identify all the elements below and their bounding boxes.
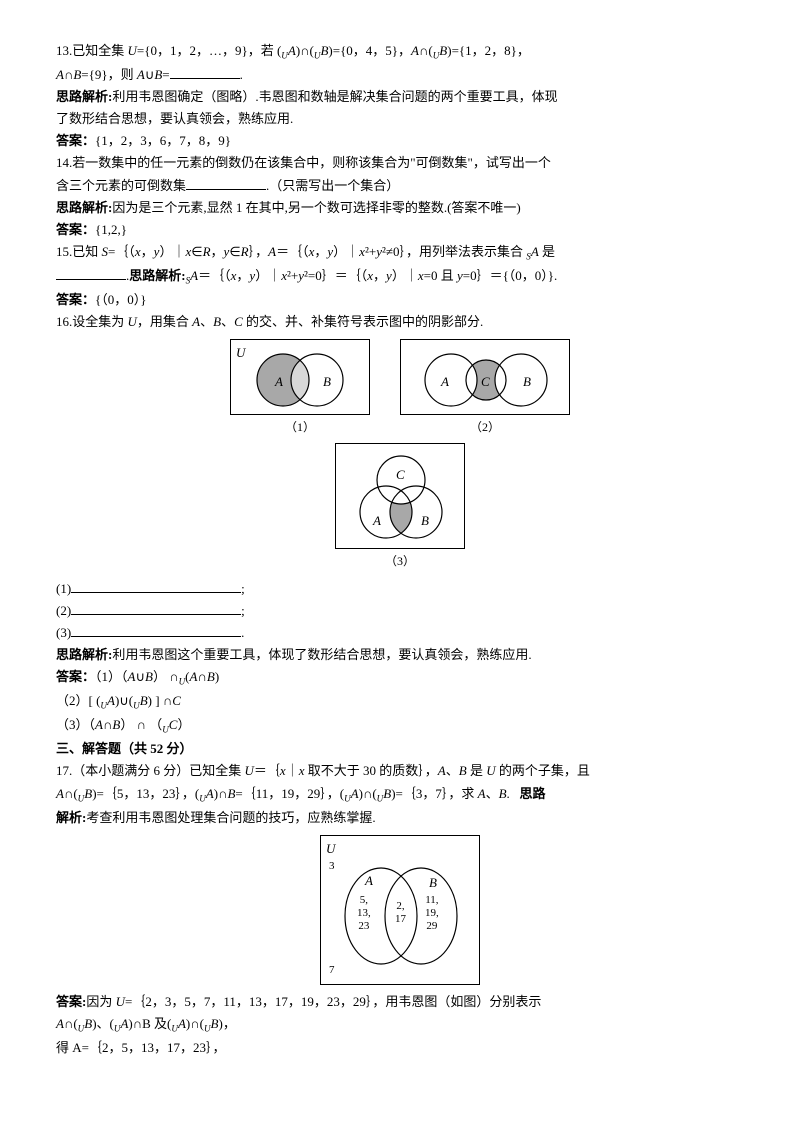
blank — [170, 66, 240, 79]
q15-line2: .思路解析:SA＝｛（x，y）｜x²+y²=0｝＝｛（x，y）｜x=0 且 y=… — [56, 265, 744, 289]
section-3-heading: 三、解答题（共 52 分） — [56, 738, 744, 760]
a-label: A — [373, 510, 381, 532]
left-nums: 5, 13, 23 — [357, 894, 371, 934]
b-label: B — [421, 510, 429, 532]
caption-2: （2） — [470, 417, 500, 437]
t: )={0，4，5}， — [328, 43, 411, 58]
blank — [71, 624, 241, 637]
blank — [186, 177, 266, 190]
t: ={0，1，2，…，9}，若 ( — [137, 43, 281, 58]
venn-row-2: C A B （3） — [56, 443, 744, 571]
q15-answer: 答案：{（0，0）} — [56, 289, 744, 311]
q17-ans2: A∩(UB)、(UA)∩B 及(UA)∩(UB)， — [56, 1013, 744, 1037]
q13-analysis1: 思路解析:利用韦恩图确定（图略）.韦恩图和数轴是解决集合问题的两个重要工具，体现 — [56, 86, 744, 108]
c-label: C — [396, 464, 405, 486]
q16-sub3: (3). — [56, 622, 744, 644]
q13-answer: 答案：{1，2，3，6，7，8，9} — [56, 130, 744, 152]
q13-line1: 13.已知全集 U={0，1，2，…，9}，若 (UA)∩(UB)={0，4，5… — [56, 40, 744, 64]
t: 13.已知全集 — [56, 43, 128, 58]
q17-ans3: 得 A=｛2，5，13，17，23｝， — [56, 1037, 744, 1059]
mid-nums: 2, 17 — [395, 900, 406, 926]
t: ∩( — [419, 43, 433, 58]
venn-3-svg — [336, 444, 466, 550]
q17-line2: A∩(UB)=｛5，13，23｝，(UA)∩B=｛11，19，29｝，(UA)∩… — [56, 783, 744, 807]
q16-sub2: (2); — [56, 600, 744, 622]
q14-line1: 14.若一数集中的任一元素的倒数仍在该集合中，则称该集合为"可倒数集"，试写出一… — [56, 152, 744, 174]
q17-venn-row: U 3 7 A B 5, 13, 23 2, 17 11, 19, 29 — [56, 835, 744, 985]
c-label: C — [481, 371, 490, 393]
page-content: 13.已知全集 U={0，1，2，…，9}，若 (UA)∩(UB)={0，4，5… — [0, 0, 800, 1099]
num-3: 3 — [329, 860, 335, 873]
q16-ans1: 答案：（1）（A∪B） ∩U(A∩B) — [56, 666, 744, 690]
a-label: A — [275, 371, 283, 393]
q17-venn: U 3 7 A B 5, 13, 23 2, 17 11, 19, 29 — [320, 835, 480, 985]
blank — [71, 602, 241, 615]
q13-line2: A∩B={9}，则 A∪B=. — [56, 64, 744, 86]
q16-stem: 16.设全集为 U，用集合 A、B、C 的交、并、补集符号表示图中的阴影部分. — [56, 311, 744, 333]
q16-analysis: 思路解析:利用韦恩图这个重要工具，体现了数形结合思想，要认真领会，熟练应用. — [56, 644, 744, 666]
a-label: A — [441, 371, 449, 393]
q17-analysis: 解析:考查利用韦恩图处理集合问题的技巧，应熟练掌握. — [56, 807, 744, 829]
venn-1: U A B （1） — [230, 339, 370, 437]
venn-row-1: U A B （1） — [56, 339, 744, 437]
a-label: A — [365, 870, 373, 892]
b-label: B — [429, 872, 437, 894]
q17-ans1: 答案:因为 U=｛2，3，5，7，11，13，17，19，23，29｝，用韦恩图… — [56, 991, 744, 1013]
venn-1-svg — [231, 340, 371, 416]
b-label: B — [523, 371, 531, 393]
b-label: B — [323, 371, 331, 393]
blank — [71, 580, 241, 593]
q14-line2: 含三个元素的可倒数集.（只需写出一个集合） — [56, 175, 744, 197]
q14-analysis: 思路解析:因为是三个元素,显然 1 在其中,另一个数可选择非零的整数.(答案不唯… — [56, 197, 744, 219]
q14-answer: 答案：{1,2,} — [56, 219, 744, 241]
right-nums: 11, 19, 29 — [425, 894, 439, 934]
venn-3: C A B （3） — [335, 443, 465, 571]
q16-sub1: (1); — [56, 578, 744, 600]
blank — [56, 267, 126, 280]
num-7: 7 — [329, 964, 335, 977]
q16-ans2: （2）[ (UA)∪(UB) ] ∩C — [56, 690, 744, 714]
venn-2: A C B （2） — [400, 339, 570, 437]
q16-ans3: （3）（A∩B） ∩ （UC） — [56, 714, 744, 738]
q13-analysis2: 了数形结合思想，要认真领会，熟练应用. — [56, 108, 744, 130]
caption-3: （3） — [385, 551, 415, 571]
t: )∩( — [296, 43, 314, 58]
q17-line1: 17.（本小题满分 6 分）已知全集 U＝｛x｜x 取不大于 30 的质数｝，A… — [56, 760, 744, 782]
t: )={1，2，8}， — [447, 43, 530, 58]
caption-1: （1） — [285, 417, 315, 437]
q15-line1: 15.已知 S=｛（x，y）｜x∈R，y∈R｝，A＝｛（x，y）｜x²+y²≠0… — [56, 241, 744, 265]
